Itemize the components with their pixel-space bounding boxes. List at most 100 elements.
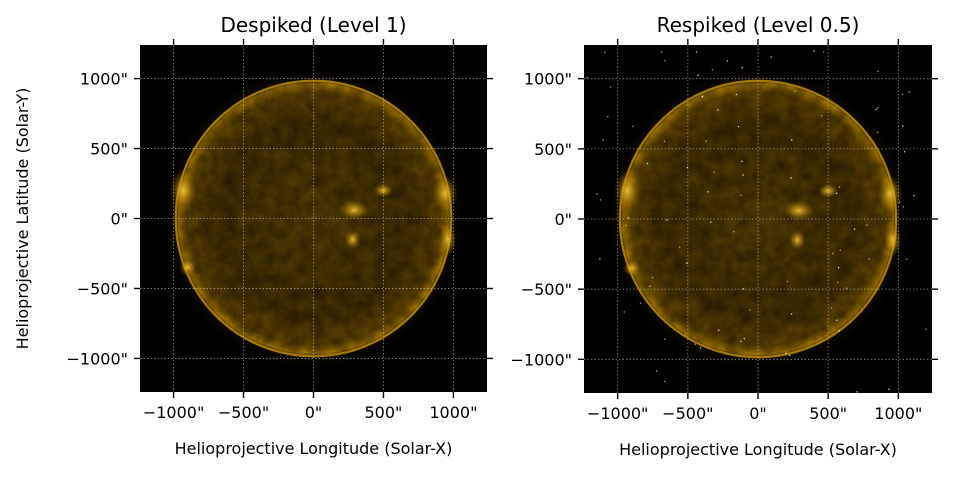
active-region-3 bbox=[884, 223, 902, 257]
x-tick-label: 1000" bbox=[874, 404, 922, 423]
spike-pixel bbox=[707, 191, 709, 193]
spike-pixel bbox=[741, 160, 743, 162]
spike-pixel bbox=[718, 329, 720, 331]
y-tick-label: −1000" bbox=[67, 349, 128, 368]
spike-pixel bbox=[726, 60, 729, 62]
spike-pixel bbox=[678, 246, 681, 248]
spike-pixel bbox=[656, 370, 658, 372]
spike-pixel bbox=[790, 313, 793, 315]
x-tick-label: 1000" bbox=[429, 403, 477, 422]
spike-pixel bbox=[649, 285, 651, 287]
spike-pixel bbox=[902, 125, 904, 127]
spike-pixel bbox=[695, 51, 698, 53]
spike-pixel bbox=[903, 151, 906, 153]
spike-pixel bbox=[639, 302, 642, 304]
active-region-4 bbox=[783, 200, 815, 221]
spike-pixel bbox=[664, 380, 666, 383]
spike-pixel bbox=[740, 194, 742, 197]
spike-pixel bbox=[710, 221, 712, 223]
active-region-7 bbox=[623, 259, 641, 277]
y-tick-label: 500" bbox=[534, 140, 572, 159]
sun-image-1 bbox=[140, 45, 487, 392]
spike-pixel bbox=[839, 249, 841, 251]
x-tick-label: −500" bbox=[218, 403, 269, 422]
spike-pixel bbox=[877, 107, 879, 109]
x-axis-label: Helioprojective Longitude (Solar-X) bbox=[619, 440, 897, 459]
spike-pixel bbox=[646, 162, 649, 165]
active-region-2 bbox=[432, 175, 458, 212]
active-region-5 bbox=[818, 183, 838, 198]
spike-pixel bbox=[625, 224, 627, 226]
spike-pixel bbox=[908, 91, 910, 93]
disk-texture bbox=[175, 80, 452, 357]
spike-pixel bbox=[664, 338, 666, 341]
x-tick-label: 500" bbox=[809, 404, 847, 423]
spike-pixel bbox=[711, 69, 714, 71]
spike-pixel bbox=[686, 262, 688, 264]
spike-pixel bbox=[660, 51, 663, 53]
panel-2: −1000" −500" 0" 500" 1000" 1000" 500" 0" −500" −1… bbox=[511, 13, 938, 459]
spike-pixel bbox=[888, 388, 890, 390]
spike-pixel bbox=[877, 70, 879, 72]
spike-pixel bbox=[838, 330, 840, 332]
spike-pixel bbox=[664, 60, 666, 62]
spike-pixel bbox=[599, 258, 601, 260]
sun-image-2 bbox=[584, 45, 932, 393]
spike-pixel bbox=[845, 287, 848, 289]
spike-pixel bbox=[741, 66, 743, 69]
active-region-7 bbox=[179, 259, 196, 276]
spike-pixel bbox=[925, 328, 927, 330]
spike-pixel bbox=[902, 206, 904, 208]
spike-pixel bbox=[770, 56, 772, 58]
panel-title: Despiked (Level 1) bbox=[220, 13, 406, 37]
spike-pixel bbox=[623, 311, 625, 313]
y-tick-label: 0" bbox=[110, 210, 128, 229]
x-axis-label: Helioprojective Longitude (Solar-X) bbox=[175, 439, 453, 458]
spike-pixel bbox=[790, 177, 792, 179]
spike-pixel bbox=[609, 86, 612, 88]
spike-pixel bbox=[830, 307, 833, 309]
active-region-6 bbox=[788, 230, 806, 250]
spike-pixel bbox=[868, 258, 870, 260]
spike-pixel bbox=[813, 50, 815, 52]
spike-pixel bbox=[794, 90, 796, 92]
spike-pixel bbox=[913, 194, 915, 197]
spike-pixel bbox=[821, 115, 823, 117]
y-tick-label: 1000" bbox=[524, 70, 572, 89]
x-tick-label: 500" bbox=[365, 403, 403, 422]
spike-pixel bbox=[733, 231, 735, 233]
y-tick-label: −1000" bbox=[511, 350, 572, 369]
active-region-6 bbox=[344, 229, 362, 250]
spike-pixel bbox=[905, 258, 908, 260]
spike-pixel bbox=[837, 267, 840, 269]
spike-pixel bbox=[822, 51, 825, 53]
x-tick-label: −500" bbox=[662, 404, 713, 423]
y-axis-label: Helioprojective Latitude (Solar-Y) bbox=[13, 88, 32, 350]
spike-pixel bbox=[705, 140, 707, 142]
spike-pixel bbox=[749, 309, 751, 311]
active-region-1 bbox=[614, 169, 641, 212]
spike-pixel bbox=[743, 338, 745, 340]
spike-pixel bbox=[666, 219, 668, 221]
y-tick-label: −500" bbox=[77, 279, 128, 298]
spike-pixel bbox=[586, 76, 588, 79]
disk-texture bbox=[619, 80, 897, 358]
y-tick-label: 1000" bbox=[80, 70, 128, 89]
spike-pixel bbox=[789, 354, 791, 356]
spike-pixel bbox=[836, 319, 838, 321]
x-tick-label: 0" bbox=[749, 404, 767, 423]
panel-title: Respiked (Level 0.5) bbox=[657, 13, 860, 37]
x-tick-label: −1000" bbox=[587, 404, 648, 423]
spike-pixel bbox=[740, 340, 742, 342]
spike-pixel bbox=[832, 252, 834, 255]
spike-pixel bbox=[684, 333, 687, 336]
active-region-1 bbox=[170, 169, 197, 212]
spike-pixel bbox=[663, 140, 666, 143]
spike-pixel bbox=[838, 186, 841, 188]
spike-pixel bbox=[853, 228, 856, 230]
spike-pixel bbox=[694, 343, 696, 345]
spike-pixel bbox=[697, 74, 699, 76]
spike-pixel bbox=[742, 174, 744, 176]
spike-pixel bbox=[599, 199, 602, 201]
spike-pixel bbox=[791, 139, 793, 141]
